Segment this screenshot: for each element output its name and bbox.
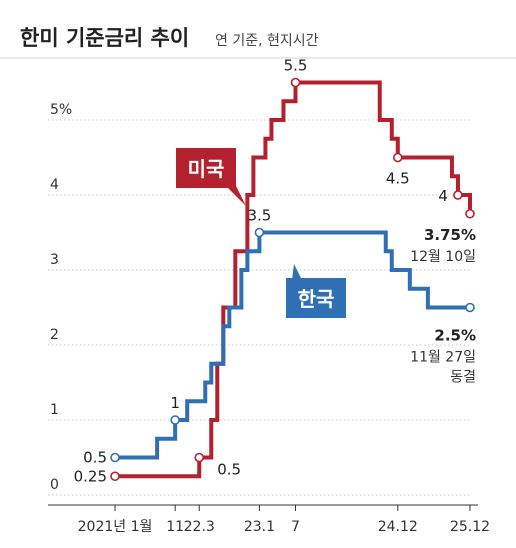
x-tick-label: 2021년 1월 (78, 519, 153, 535)
y-tick-label: 4 (50, 177, 59, 193)
us-label-box (176, 148, 236, 188)
kr-marker-label: 2.5% (434, 327, 476, 345)
kr-marker-label: 1 (170, 394, 180, 412)
us-label: 미국 (188, 157, 225, 181)
kr-label: 한국 (298, 287, 335, 311)
us-marker (392, 152, 403, 163)
us-marker (110, 471, 120, 482)
chart-title: 한미 기준금리 추이 (20, 26, 189, 50)
kr-marker (254, 227, 265, 238)
us-marker-label: 0.5 (217, 461, 241, 479)
chart-subtitle: 연 기준, 현지시간 (215, 33, 319, 49)
us-marker (465, 208, 475, 219)
y-tick-label: 3 (50, 252, 59, 268)
us-marker (194, 452, 205, 463)
kr-marker-label: 0.5 (83, 449, 107, 467)
y-tick-label: 0 (50, 477, 59, 493)
x-tick-label: 7 (291, 519, 300, 535)
us-marker-label: 4 (438, 187, 448, 205)
us-rate-line (115, 80, 472, 479)
kr-marker-note: 동결 (450, 370, 476, 386)
kr-label-pointer (292, 264, 302, 280)
kr-marker (170, 415, 180, 425)
us-marker-label: 5.5 (284, 57, 308, 75)
us-marker-note: 12월 10일 (410, 249, 476, 265)
us-marker (290, 77, 301, 88)
x-tick-label: 22.3 (184, 519, 215, 535)
us-marker-label: 3.75% (424, 226, 476, 244)
us-marker-label: 0.25 (74, 467, 107, 485)
markers-layer: 0.25 0.55.54.543.75%12월 10일0.513.52.5%11월… (74, 57, 476, 486)
x-tick-label: 23.1 (244, 519, 275, 535)
kr-marker (110, 452, 120, 463)
us-marker (453, 190, 463, 200)
x-tick-label: 25.12 (450, 519, 490, 535)
kr-rate-line (115, 230, 470, 460)
x-axis: 2021년 1월 11 22.3 23.1 7 24.12 25.12 (48, 504, 490, 535)
x-tick-label: 11 (166, 519, 184, 535)
y-tick-label: 2 (50, 327, 59, 343)
y-tick-label: 5% (50, 102, 72, 118)
kr-label-box (286, 278, 346, 318)
kr-marker-label: 3.5 (247, 207, 271, 225)
us-label-pointer (226, 186, 246, 206)
kr-marker (465, 302, 475, 313)
y-tick-label: 1 (50, 402, 59, 418)
us-marker-label: 4.5 (386, 170, 410, 188)
grid: 0 1 2 3 4 5% (48, 102, 472, 496)
x-tick-label: 24.12 (378, 519, 418, 535)
kr-marker-note: 11월 27일 (410, 350, 476, 366)
